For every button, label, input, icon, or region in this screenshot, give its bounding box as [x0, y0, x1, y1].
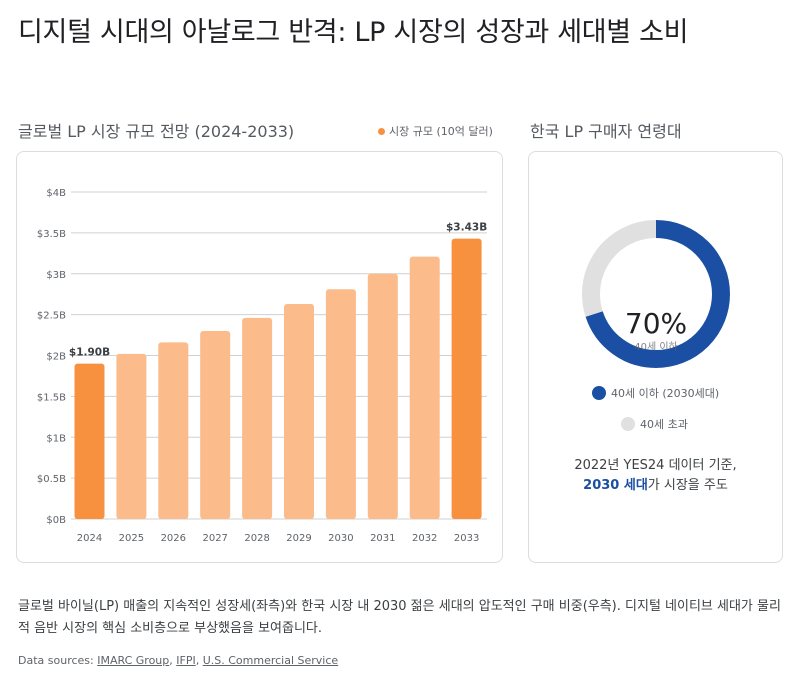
page-title: 디지털 시대의 아날로그 반격: LP 시장의 성장과 세대별 소비 [18, 17, 689, 48]
bar-2024[interactable] [74, 363, 105, 519]
x-tick-label: 2033 [454, 533, 479, 544]
data-sources: Data sources: IMARC Group, IFPI, U.S. Co… [18, 654, 339, 667]
x-tick-label: 2031 [370, 533, 395, 544]
x-tick-label: 2030 [328, 533, 353, 544]
donut-note-line2: 2030 세대가 시장을 주도 [528, 476, 783, 496]
donut-legend-item: 40세 이하 (2030세대) [592, 385, 719, 401]
legend-swatch-icon [621, 417, 635, 431]
donut-slice-over-40[interactable] [582, 220, 730, 368]
x-tick-label: 2032 [412, 533, 437, 544]
y-tick-label: $2B [46, 352, 66, 363]
x-tick-label: 2026 [161, 533, 186, 544]
donut-note-line1: 2022년 YES24 데이터 기준, [574, 458, 737, 473]
bar-2026[interactable] [158, 342, 189, 519]
x-tick-label: 2028 [244, 533, 269, 544]
legend-swatch-icon [592, 386, 606, 400]
bar-2029[interactable] [284, 303, 314, 519]
source-link-imarc[interactable]: IMARC Group [97, 654, 170, 667]
bar-2031[interactable] [367, 273, 398, 519]
x-tick-label: 2024 [77, 533, 102, 544]
bar-chart-legend: 시장 규모 (10억 달러) [378, 123, 493, 139]
y-tick-label: $3.5B [37, 229, 66, 240]
y-tick-label: $4B [46, 188, 66, 199]
source-link-us-commercial-service[interactable]: U.S. Commercial Service [202, 654, 339, 667]
y-tick-label: $0B [46, 515, 66, 526]
bar-chart-title: 글로벌 LP 시장 규모 전망 (2024-2033) [18, 122, 295, 141]
y-tick-label: $3B [46, 270, 66, 281]
x-tick-label: 2025 [119, 533, 144, 544]
bar-chart-legend-label: 시장 규모 (10억 달러) [389, 125, 493, 138]
y-tick-label: $0.5B [37, 474, 66, 485]
source-link-ifpi[interactable]: IFPI [176, 654, 196, 667]
x-tick-label: 2027 [202, 533, 227, 544]
donut-legend-label: 40세 초과 [640, 418, 688, 431]
donut-note-highlight: 2030 세대 [583, 478, 648, 493]
donut-legend-label: 40세 이하 (2030세대) [611, 387, 720, 400]
y-tick-label: $2.5B [37, 311, 66, 322]
y-tick-label: $1B [46, 433, 66, 444]
donut-chart-title: 한국 LP 구매자 연령대 [530, 122, 682, 141]
figure-caption: 글로벌 바이닐(LP) 매출의 지속적인 성장세(좌측)와 한국 시장 내 20… [18, 599, 781, 636]
bar-2030[interactable] [325, 289, 356, 519]
y-tick-label: $1.5B [37, 392, 66, 403]
data-label-2033: $3.43B [446, 222, 487, 234]
bar-2027[interactable] [200, 330, 231, 519]
data-label-2024: $1.90B [69, 347, 110, 359]
sources-prefix: Data sources: [18, 654, 98, 667]
donut-center-label: 40세 이하 [634, 340, 678, 353]
bar-2032[interactable] [409, 256, 440, 519]
x-tick-label: 2029 [286, 533, 311, 544]
legend-dot-icon [378, 127, 385, 135]
donut-note-rest: 가 시장을 주도 [647, 478, 728, 493]
donut-note: 2022년 YES24 데이터 기준, 2030 세대가 시장을 주도 [528, 456, 783, 496]
donut-legend-item: 40세 초과 [621, 416, 688, 432]
bar-2025[interactable] [116, 353, 147, 519]
bar-2028[interactable] [242, 317, 273, 519]
bar-2033[interactable] [451, 238, 482, 519]
donut-center-value: 70% [625, 307, 687, 340]
